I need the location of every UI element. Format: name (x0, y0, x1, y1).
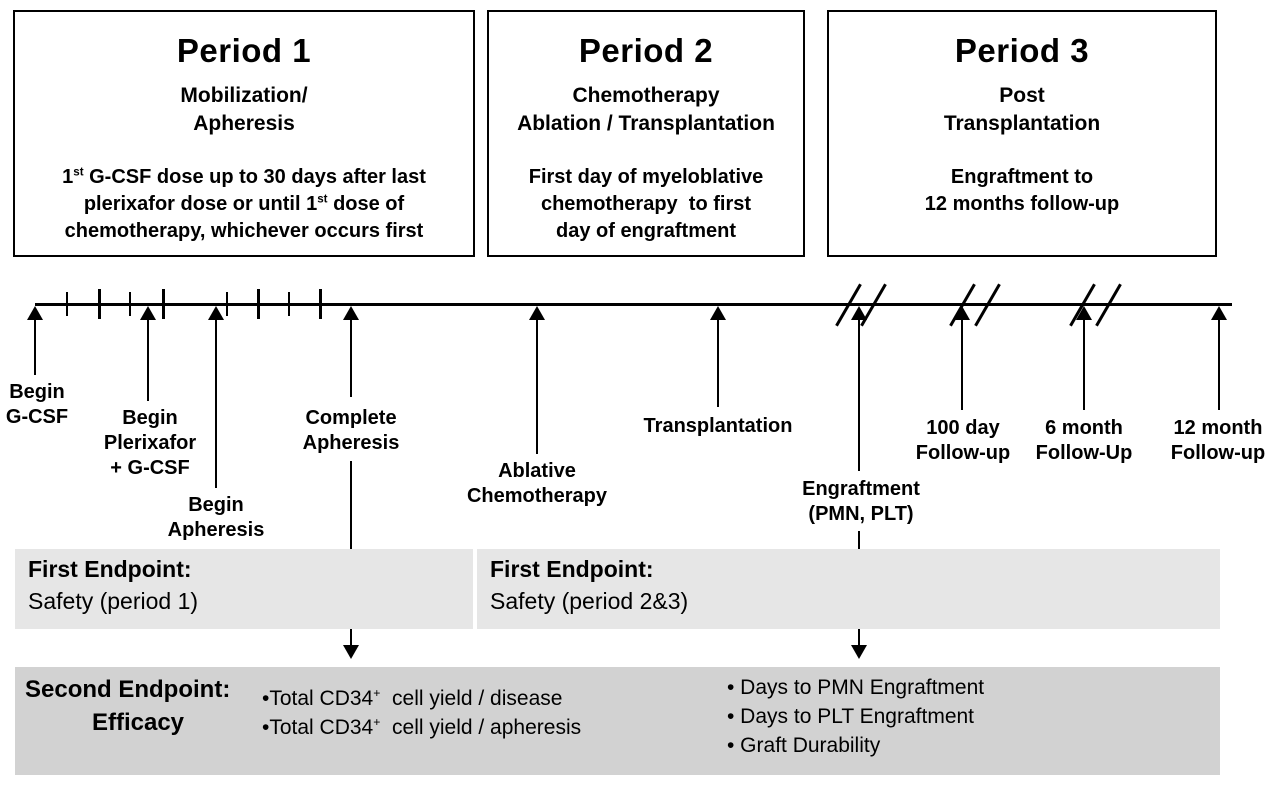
up-arrow-icon (1211, 306, 1227, 320)
period-1-box: Period 1 Mobilization/ Apheresis 1st G-C… (13, 10, 475, 257)
period-1-subtitle: Mobilization/ Apheresis (180, 84, 308, 135)
efficacy-bullet-cd34-apheresis: •Total CD34+ cell yield / apheresis (262, 715, 582, 739)
timeline-tick (257, 289, 260, 319)
second-endpoint-subtitle: Efficacy (91, 709, 185, 736)
event-arrow-stem (1083, 319, 1085, 410)
event-label-begin-apheresis: Begin Apheresis (167, 494, 265, 541)
first-endpoint-period1-body: Safety (period 1) (28, 588, 199, 614)
period-2-box: Period 2 Chemotherapy Ablation / Transpl… (487, 10, 805, 257)
event-arrow-stem (350, 319, 352, 397)
period-3-title: Period 3 (954, 32, 1090, 69)
efficacy-bullet-pmn-engraftment: • Days to PMN Engraftment (727, 676, 985, 699)
first-endpoint-period23-title: First Endpoint: (490, 556, 654, 582)
efficacy-bullet-cd34-disease: •Total CD34+ cell yield / disease (262, 686, 563, 710)
event-label-engraftment: Engraftment (PMN, PLT) (802, 478, 920, 525)
first-endpoint-period23-body: Safety (period 2&3) (490, 588, 689, 614)
event-arrow-stem (536, 319, 538, 454)
event-label-complete-apheresis: Complete Apheresis (302, 407, 400, 454)
event-label-begin-plerixafor-gcsf: Begin Plerixafor + G-CSF (103, 407, 197, 479)
event-arrow-stem (717, 319, 719, 407)
event-label-100-day-followup: 100 day Follow-up (915, 417, 1011, 464)
event-arrow-stem (858, 319, 860, 471)
event-arrow-stem (1218, 319, 1220, 410)
period-1-title: Period 1 (176, 32, 312, 69)
period-2-subtitle: Chemotherapy Ablation / Transplantation (517, 84, 775, 135)
first-endpoint-period23-bar: First Endpoint: Safety (period 2&3) (477, 549, 1220, 629)
timeline-tick (226, 292, 228, 316)
timeline-tick (66, 292, 68, 316)
up-arrow-icon (140, 306, 156, 320)
event-label-begin-gcsf: Begin G-CSF (5, 381, 69, 428)
down-arrow-icon (851, 645, 867, 659)
period-2-description: First day of myeloblative chemotherapy t… (528, 166, 764, 242)
event-label-transplantation: Transplantation (643, 415, 793, 437)
event-arrow-stem (147, 319, 149, 401)
event-label-12-month-followup: 12 month Follow-up (1170, 417, 1266, 464)
up-arrow-icon (954, 306, 970, 320)
event-arrow-stem (34, 319, 36, 375)
up-arrow-icon (1076, 306, 1092, 320)
timeline-tick (98, 289, 101, 319)
up-arrow-icon (208, 306, 224, 320)
second-endpoint-title: Second Endpoint: (25, 676, 231, 703)
first-endpoint-period1-bar: First Endpoint: Safety (period 1) (15, 549, 473, 629)
up-arrow-icon (851, 306, 867, 320)
efficacy-bullet-plt-engraftment: • Days to PLT Engraftment (727, 705, 975, 728)
period-2-title: Period 2 (578, 32, 714, 69)
timeline-axis (35, 303, 1232, 306)
up-arrow-icon (529, 306, 545, 320)
second-endpoint-bar (15, 667, 1220, 775)
timeline-tick (129, 292, 131, 316)
up-arrow-icon (27, 306, 43, 320)
timeline-tick (319, 289, 322, 319)
down-arrow-icon (343, 645, 359, 659)
first-endpoint-period1-title: First Endpoint: (28, 556, 192, 582)
timeline-tick (162, 289, 165, 319)
period-3-box: Period 3 Post Transplantation Engraftmen… (827, 10, 1217, 257)
period-3-subtitle: Post Transplantation (943, 84, 1101, 135)
timeline-tick (288, 292, 290, 316)
event-arrow-stem (961, 319, 963, 410)
event-label-6-month-followup: 6 month Follow-Up (1035, 417, 1133, 464)
period-3-description: Engraftment to 12 months follow-up (924, 166, 1120, 215)
period-1-description: 1st G-CSF dose up to 30 days after last … (62, 165, 426, 242)
event-arrow-stem (215, 319, 217, 488)
event-label-ablative-chemotherapy: Ablative Chemotherapy (466, 460, 608, 507)
up-arrow-icon (343, 306, 359, 320)
up-arrow-icon (710, 306, 726, 320)
efficacy-bullet-graft-durability: • Graft Durability (727, 734, 881, 757)
